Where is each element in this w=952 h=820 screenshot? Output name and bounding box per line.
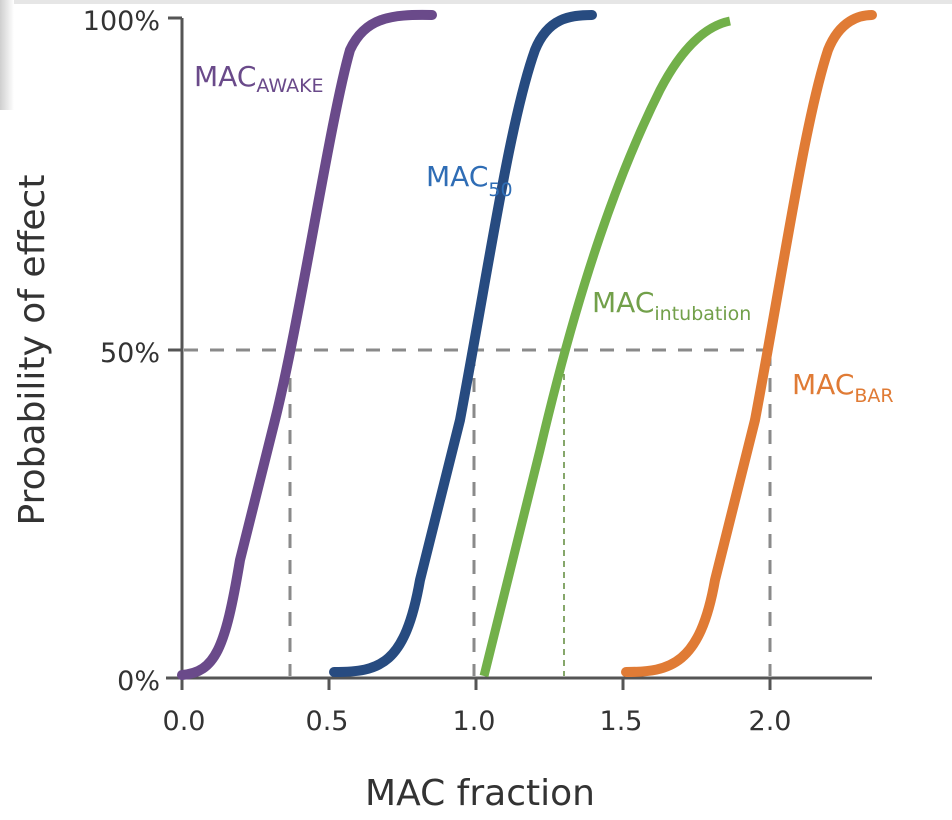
left-shadow (0, 0, 14, 110)
y-tick-100: 100% (83, 6, 160, 37)
reference-lines (184, 348, 772, 676)
curve-mac-intubation (479, 16, 732, 678)
y-tick-50: 50% (100, 338, 160, 369)
y-tick-0: 0% (117, 666, 160, 697)
label-mac-awake: MACAWAKE (194, 60, 324, 97)
x-tick-20: 2.0 (749, 706, 792, 737)
label-mac50: MAC50 (426, 160, 513, 201)
axes (166, 16, 872, 690)
curve-mac-awake (177, 9, 437, 680)
x-tick-15: 1.5 (600, 706, 643, 737)
x-tick-10: 1.0 (453, 706, 496, 737)
y-axis-label: Probability of effect (12, 175, 53, 526)
x-axis-label: MAC fraction (365, 773, 595, 814)
x-tick-0: 0.0 (163, 706, 206, 737)
label-mac-intubation: MACintubation (592, 286, 751, 325)
curve-mac-bar (621, 10, 877, 677)
label-mac-bar: MACBAR (792, 368, 894, 407)
top-border (0, 0, 952, 4)
curve-mac50 (329, 10, 597, 677)
x-tick-05: 0.5 (306, 706, 349, 737)
